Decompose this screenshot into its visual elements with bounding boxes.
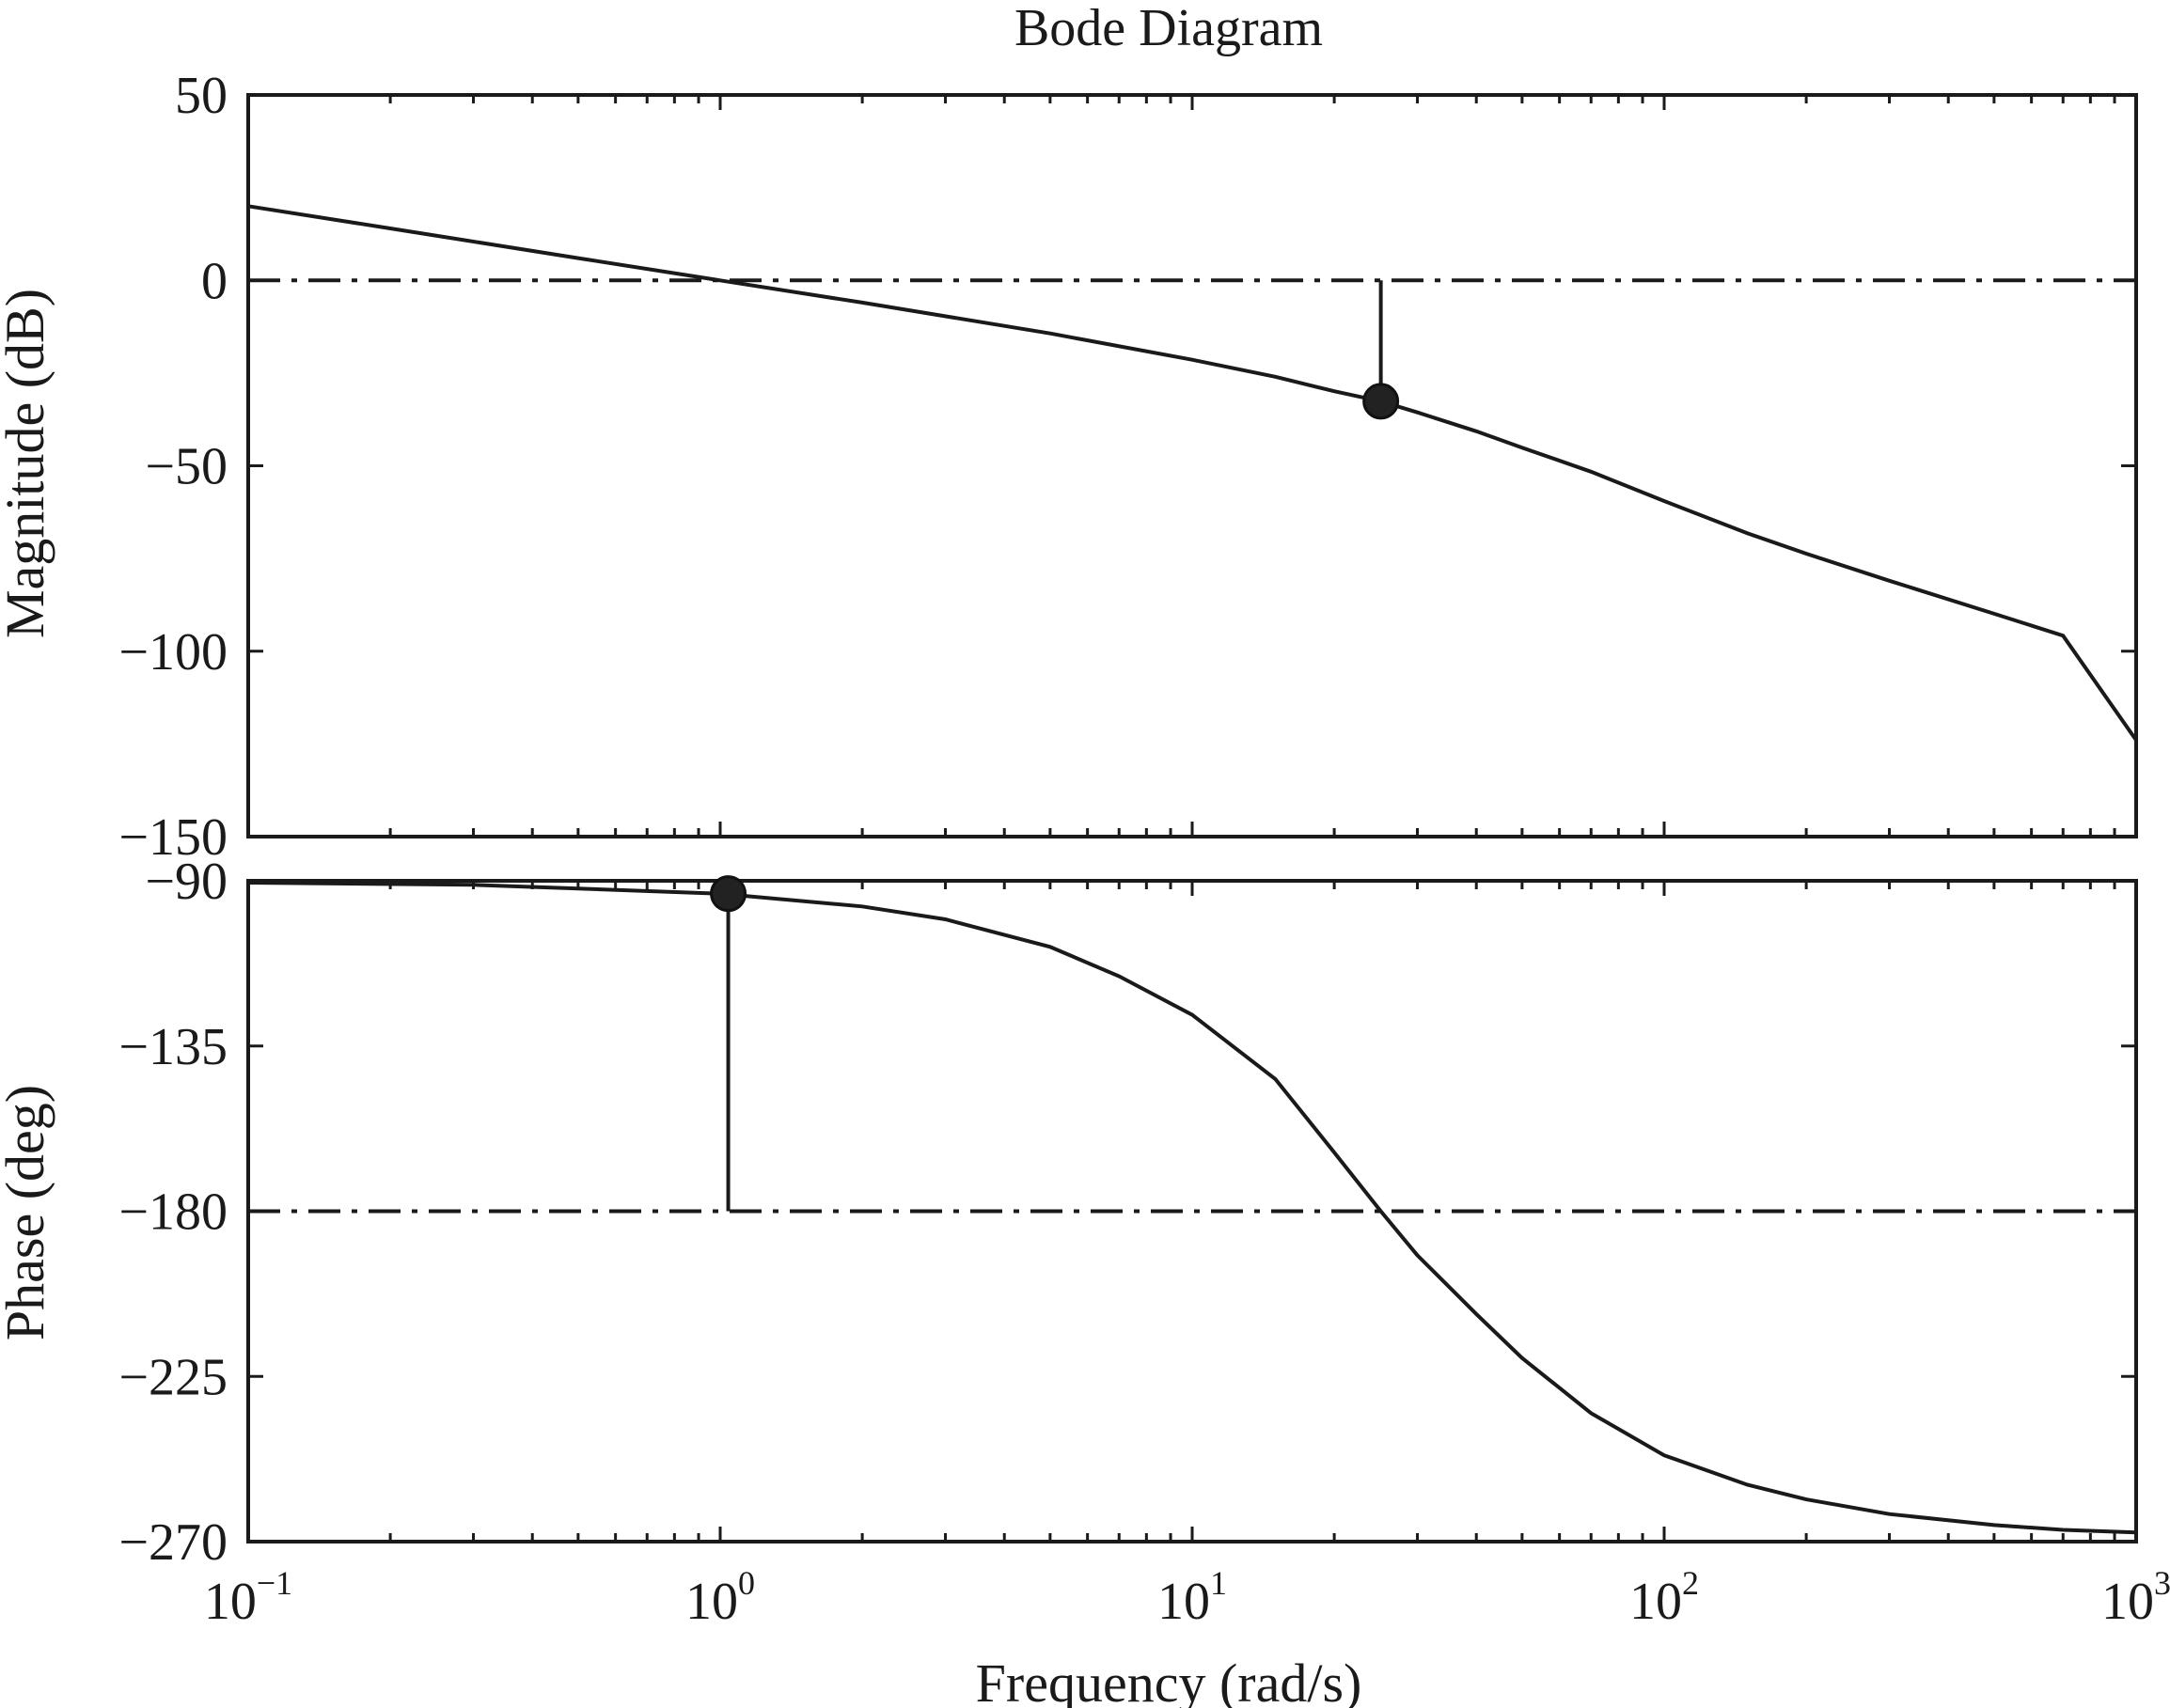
x-tick-exponent: 2 bbox=[1682, 1564, 1699, 1602]
magnitude-y-tick-label: 50 bbox=[175, 67, 228, 125]
phase-y-tick-label: −180 bbox=[118, 1183, 228, 1242]
magnitude-y-tick-label: −150 bbox=[118, 808, 228, 867]
magnitude-frame bbox=[246, 93, 2138, 838]
x-tick-base: 10 bbox=[2101, 1573, 2154, 1631]
magnitude-curve bbox=[247, 204, 2138, 742]
magnitude-y-tick-label: 0 bbox=[201, 252, 228, 310]
x-tick-exponent: 1 bbox=[1210, 1564, 1227, 1602]
x-tick-label: 102 bbox=[1629, 1564, 1699, 1631]
chart-title: Bode Diagram bbox=[1014, 0, 1323, 57]
phase-panel: −90 −135 −180 −225 −270 bbox=[118, 853, 2138, 1572]
magnitude-y-tick-label: −100 bbox=[118, 623, 228, 682]
x-tick-label: 10−1 bbox=[204, 1564, 292, 1631]
x-tick-label: 100 bbox=[685, 1564, 755, 1631]
phase-axis-label: Phase (deg) bbox=[0, 1085, 55, 1340]
x-tick-base: 10 bbox=[204, 1573, 257, 1631]
magnitude-axis-label: Magnitude (dB) bbox=[0, 289, 55, 638]
phase-margin-marker bbox=[710, 875, 747, 913]
phase-y-tick-label: −225 bbox=[118, 1348, 228, 1406]
phase-y-tick-label: −135 bbox=[118, 1018, 228, 1076]
x-axis-label: Frequency (rad/s) bbox=[976, 1653, 1362, 1708]
x-tick-label: 101 bbox=[1157, 1564, 1227, 1631]
x-tick-base: 10 bbox=[1629, 1573, 1682, 1631]
magnitude-panel: 50 0 −50 −100 −150 bbox=[118, 67, 2138, 867]
x-tick-exponent: −1 bbox=[257, 1564, 292, 1602]
x-tick-base: 10 bbox=[685, 1573, 738, 1631]
x-tick-exponent: 3 bbox=[2154, 1564, 2170, 1602]
phase-curve bbox=[247, 881, 2137, 1535]
x-tick-label: 103 bbox=[2101, 1564, 2170, 1631]
x-tick-labels: 10−1 100 101 102 103 bbox=[204, 1564, 2170, 1631]
phase-y-tick-label: −270 bbox=[118, 1513, 228, 1572]
phase-y-tick-label: −90 bbox=[145, 853, 228, 911]
x-tick-exponent: 0 bbox=[738, 1564, 755, 1602]
magnitude-margin-marker bbox=[1362, 383, 1400, 420]
magnitude-y-tick-label: −50 bbox=[145, 438, 228, 496]
phase-frame bbox=[246, 879, 2138, 1543]
x-tick-base: 10 bbox=[1157, 1573, 1210, 1631]
